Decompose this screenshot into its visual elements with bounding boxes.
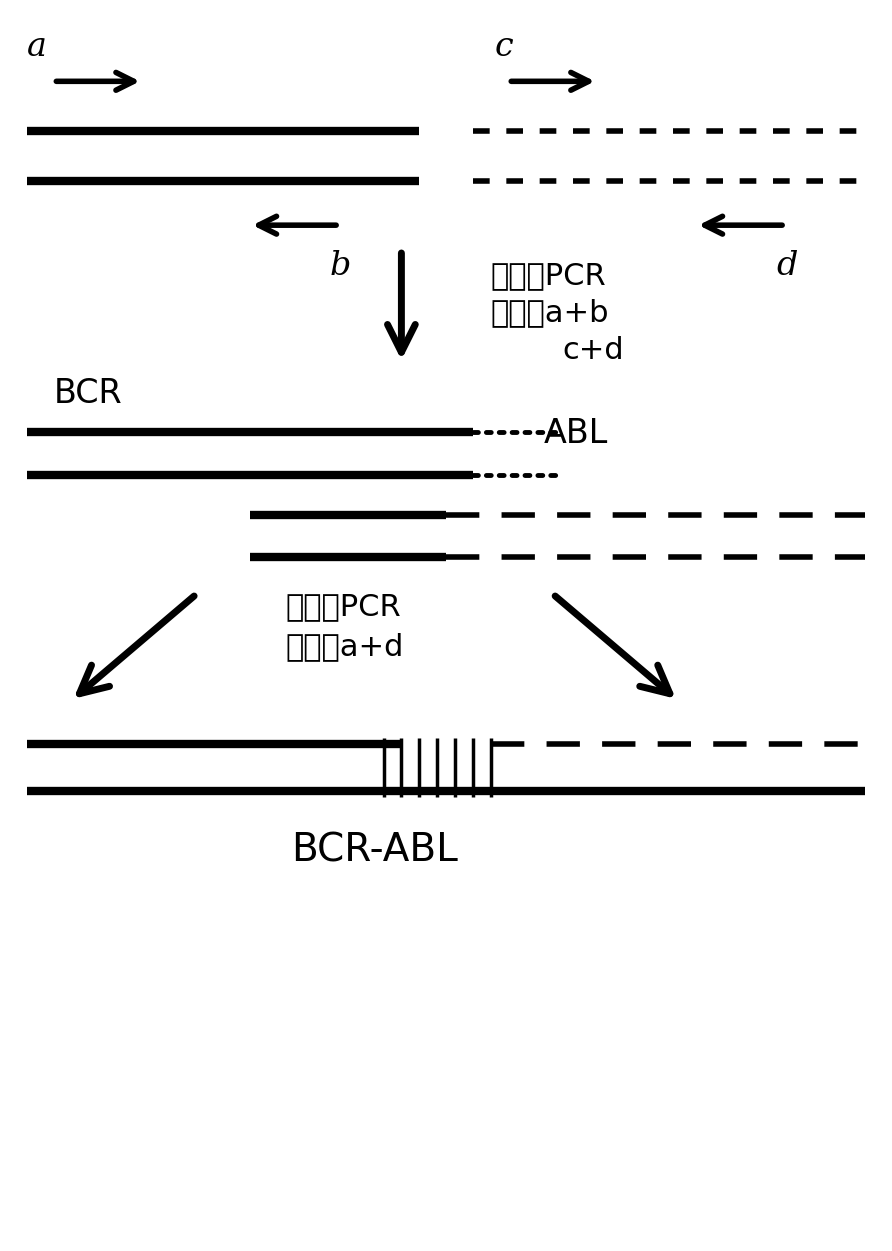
Text: c: c [495,30,514,63]
Text: b: b [330,250,351,283]
Text: ABL: ABL [544,418,608,450]
Text: BCR: BCR [54,378,122,410]
Text: 引物：a+d: 引物：a+d [285,632,404,662]
Text: 第二次PCR: 第二次PCR [285,592,401,622]
Text: 引物：a+b: 引物：a+b [491,298,609,328]
Text: d: d [776,250,797,283]
Text: a: a [27,30,46,63]
Text: c+d: c+d [562,335,624,365]
Text: BCR-ABL: BCR-ABL [291,832,458,869]
Text: 第一次PCR: 第一次PCR [491,260,607,290]
